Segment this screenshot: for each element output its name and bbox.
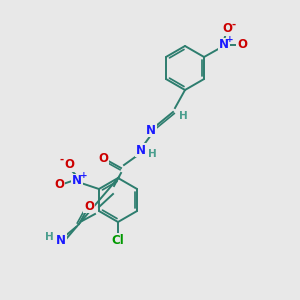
Text: O: O	[98, 152, 108, 164]
Text: H: H	[45, 232, 53, 242]
Text: O: O	[54, 178, 64, 191]
Text: O: O	[84, 200, 94, 212]
Text: N: N	[72, 175, 82, 188]
Text: H: H	[178, 111, 188, 121]
Text: N: N	[136, 143, 146, 157]
Text: N: N	[56, 233, 66, 247]
Text: O: O	[237, 38, 247, 52]
Text: +: +	[226, 35, 234, 44]
Text: H: H	[148, 149, 156, 159]
Text: -: -	[232, 20, 236, 30]
Text: N: N	[219, 38, 229, 52]
Text: -: -	[60, 155, 64, 165]
Text: +: +	[80, 172, 88, 181]
Text: Cl: Cl	[112, 233, 124, 247]
Text: O: O	[222, 22, 232, 35]
Text: O: O	[64, 158, 74, 172]
Text: N: N	[146, 124, 156, 136]
